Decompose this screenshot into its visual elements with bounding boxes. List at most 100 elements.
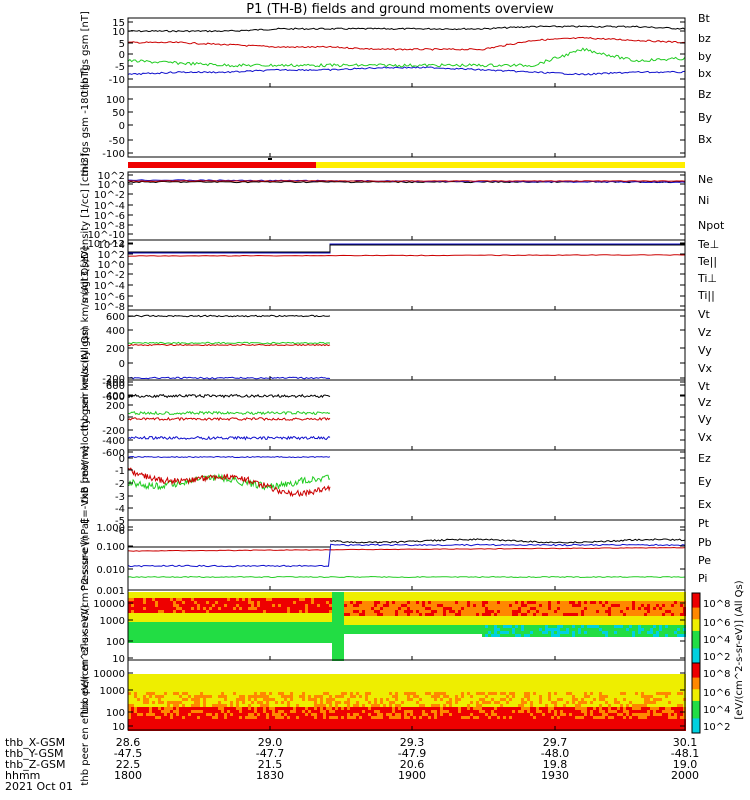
spectro-cell [206,598,209,601]
spectro-cell [524,634,527,637]
spectro-cell [638,610,641,613]
spectro-cell [443,604,446,607]
spectro-cell [455,613,458,616]
spectro-cell [422,713,425,716]
spectro-cell [248,619,251,622]
spectro-cell [203,592,206,595]
spectro-cell [338,701,341,704]
spectro-cell [269,640,272,643]
spectro-cell [128,707,131,710]
spectro-cell [137,725,140,728]
spectro-cell [311,701,314,704]
spectro-cell [530,610,533,613]
spectro-cell [254,595,257,598]
spectro-cell [179,692,182,695]
spectro-cell [344,710,347,713]
spectro-cell [527,628,530,631]
spectro-cell [185,683,188,686]
spectro-cell [356,713,359,716]
spectro-cell [236,640,239,643]
spectro-cell [143,619,146,622]
spectro-cell [632,601,635,604]
spectro-cell [614,598,617,601]
spectro-cell [218,619,221,622]
spectro-cell [413,622,416,625]
spectro-cell [224,607,227,610]
spectro-cell [617,622,620,625]
spectro-cell [179,686,182,689]
spectro-cell [629,616,632,619]
spectro-cell [323,619,326,622]
spectro-cell [311,598,314,601]
spectro-cell [149,622,152,625]
spectro-cell [614,607,617,610]
spectro-cell [188,686,191,689]
spectro-cell [155,631,158,634]
spectro-cell [317,674,320,677]
spectro-cell [167,701,170,704]
spectro-cell [326,716,329,719]
spectro-cell [332,722,335,725]
spectro-cell [266,637,269,640]
spectro-cell [650,619,653,622]
spectro-cell [272,592,275,595]
spectro-cell [314,695,317,698]
spectro-cell [212,686,215,689]
spectro-cell [404,722,407,725]
spectro-cell [212,722,215,725]
spectro-cell [419,695,422,698]
spectro-cell [356,607,359,610]
spectro-cell [341,610,344,613]
spectro-cell [467,631,470,634]
spectro-cell [638,598,641,601]
spectro-cell [665,598,668,601]
spectro-cell [128,686,131,689]
spectro-cell [362,610,365,613]
spectro-cell [401,686,404,689]
spectro-cell [281,686,284,689]
spectro-cell [257,707,260,710]
spectro-cell [356,725,359,728]
spectro-cell [401,689,404,692]
spectro-cell [638,601,641,604]
spectro-cell [134,713,137,716]
spectro-cell [410,707,413,710]
spectro-cell [350,719,353,722]
spectro-cell [281,595,284,598]
spectro-cell [233,634,236,637]
spectro-cell [239,686,242,689]
spectro-cell [680,598,683,601]
spectro-cell [221,631,224,634]
spectro-cell [401,601,404,604]
spectro-cell [626,610,629,613]
spectro-cell [353,716,356,719]
spectro-cell [221,674,224,677]
spectro-cell [542,601,545,604]
spectro-cell [341,607,344,610]
spectro-cell [530,616,533,619]
spectro-cell [230,640,233,643]
spectro-cell [464,625,467,628]
spectro-cell [323,719,326,722]
spectro-cell [401,674,404,677]
spectro-cell [377,686,380,689]
spectro-cell [341,625,344,628]
spectro-cell [386,701,389,704]
spectro-cell [227,610,230,613]
spectro-cell [617,634,620,637]
spectro-cell [194,698,197,701]
spectro-cell [167,695,170,698]
spectro-cell [497,592,500,595]
spectro-cell [542,592,545,595]
spectro-cell [296,622,299,625]
spectro-cell [677,601,680,604]
spectro-cell [176,595,179,598]
spectro-cell [335,631,338,634]
spectro-cell [344,598,347,601]
spectro-cell [485,628,488,631]
spectro-cell [530,601,533,604]
spectro-cell [152,701,155,704]
spectro-cell [392,622,395,625]
spectro-cell [314,704,317,707]
spectro-cell [671,616,674,619]
